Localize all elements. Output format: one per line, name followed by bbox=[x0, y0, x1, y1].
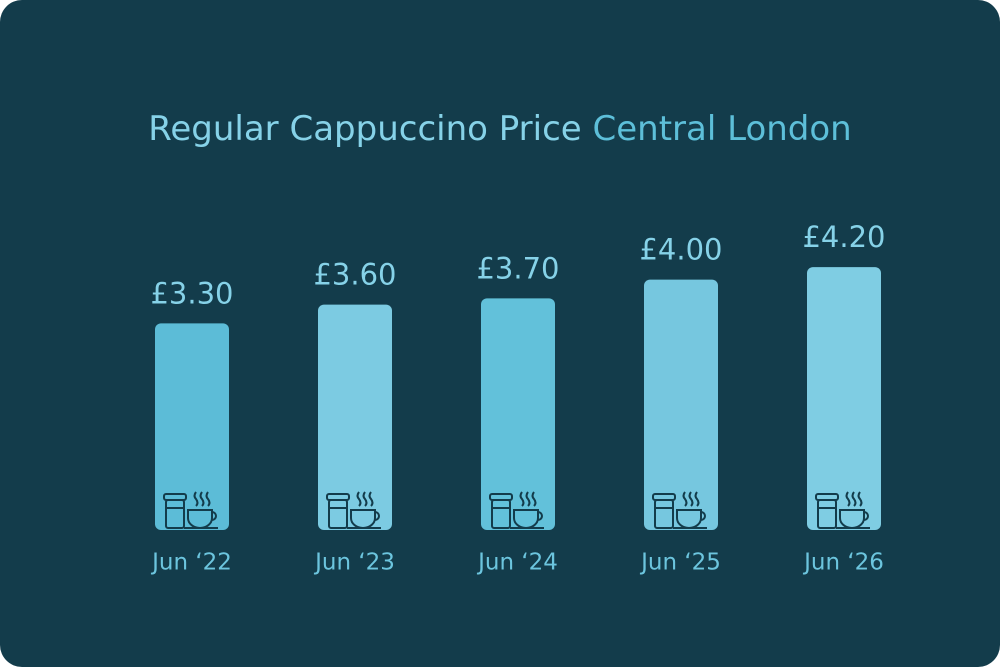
steam bbox=[845, 491, 863, 507]
mug-handle bbox=[863, 511, 869, 521]
mug-handle bbox=[374, 511, 380, 521]
bar bbox=[807, 267, 881, 530]
steam bbox=[519, 491, 537, 507]
bar bbox=[155, 323, 229, 530]
bar bbox=[481, 298, 555, 530]
steam bbox=[356, 491, 374, 507]
x-tick-label: Jun ‘25 bbox=[639, 550, 721, 576]
x-tick-label: Jun ‘22 bbox=[150, 550, 232, 576]
x-tick-label: Jun ‘23 bbox=[313, 550, 395, 576]
value-label: £3.70 bbox=[476, 251, 559, 285]
value-label: £3.60 bbox=[313, 258, 396, 292]
value-label: £4.20 bbox=[802, 220, 885, 254]
steam bbox=[682, 491, 700, 507]
chart-title: Regular Cappuccino Price Central London bbox=[148, 109, 851, 149]
coffee-icon bbox=[326, 491, 381, 529]
mug-handle bbox=[700, 511, 706, 521]
coffee-icon bbox=[163, 491, 218, 529]
coffee-icon bbox=[489, 491, 544, 529]
cup-lid bbox=[326, 493, 350, 501]
title-main: Regular Cappuccino Price bbox=[148, 109, 581, 149]
coffee-icon bbox=[815, 491, 870, 529]
bar bbox=[318, 304, 392, 530]
cup-lid bbox=[652, 493, 676, 501]
cup-lid bbox=[815, 493, 839, 501]
coffee-icon bbox=[652, 491, 707, 529]
title-highlight: Central London bbox=[593, 109, 852, 149]
cup-lid bbox=[489, 493, 513, 501]
value-label: £3.30 bbox=[150, 276, 233, 310]
bar bbox=[644, 279, 718, 530]
value-label: £4.00 bbox=[639, 233, 722, 267]
x-tick-label: Jun ‘26 bbox=[802, 550, 884, 576]
cup-lid bbox=[163, 493, 187, 501]
mug-handle bbox=[537, 511, 543, 521]
x-tick-label: Jun ‘24 bbox=[476, 550, 558, 576]
mug-handle bbox=[211, 511, 217, 521]
steam bbox=[193, 491, 211, 507]
